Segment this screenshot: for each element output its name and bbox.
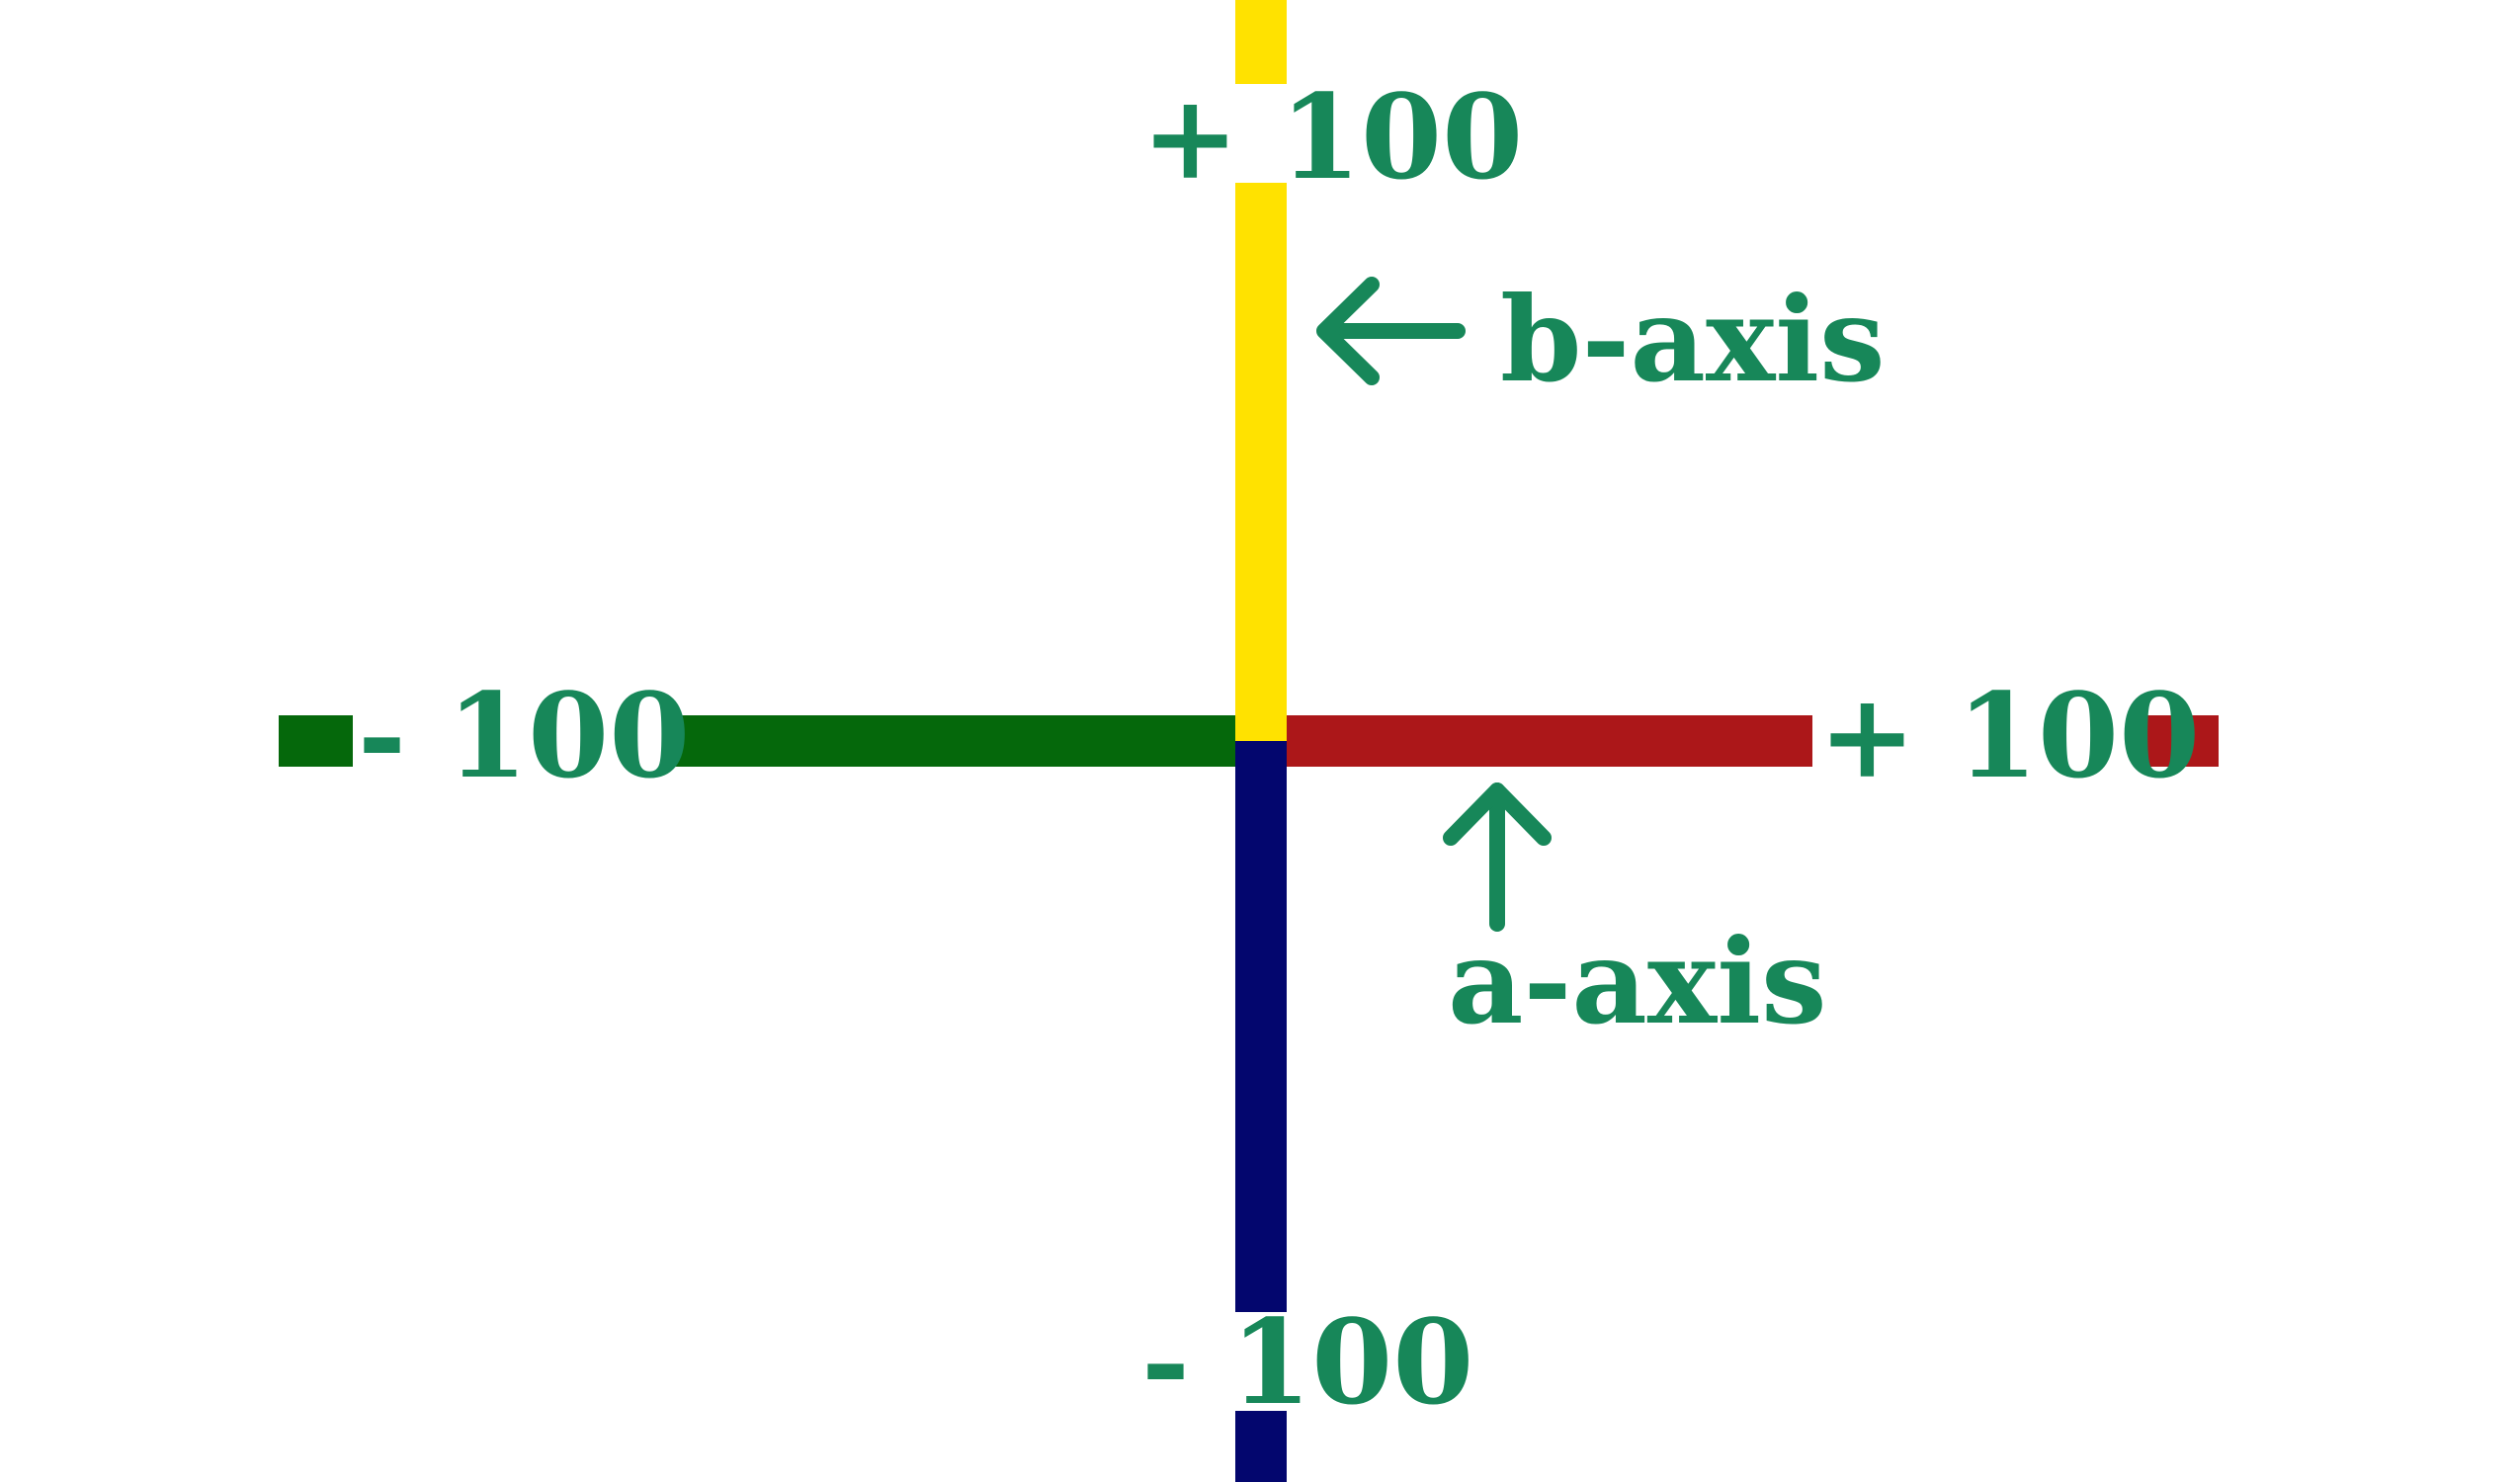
- a-axis-max-label: + 100: [1818, 667, 2200, 804]
- a-axis-negative-segment: [662, 715, 1235, 767]
- b-axis-positive-upper-segment: [1235, 0, 1287, 84]
- b-axis-min-label: - 100: [1141, 1293, 1473, 1431]
- b-axis-positive-segment: [1235, 183, 1287, 741]
- a-axis-positive-segment: [1287, 715, 1812, 767]
- b-axis-negative-lower-segment: [1235, 1411, 1287, 1482]
- b-axis-arrow-icon: [1316, 277, 1466, 385]
- b-axis-negative-segment: [1235, 741, 1287, 1312]
- a-axis-negative-end-segment: [279, 715, 353, 767]
- a-axis-positive-end-segment: [2146, 715, 2219, 767]
- a-axis-label: a-axis: [1448, 913, 1827, 1050]
- b-axis-max-label: + 100: [1141, 68, 1523, 206]
- b-axis-label: b-axis: [1500, 271, 1886, 408]
- a-axis-arrow-icon: [1443, 782, 1552, 932]
- a-axis-min-label: - 100: [358, 667, 690, 804]
